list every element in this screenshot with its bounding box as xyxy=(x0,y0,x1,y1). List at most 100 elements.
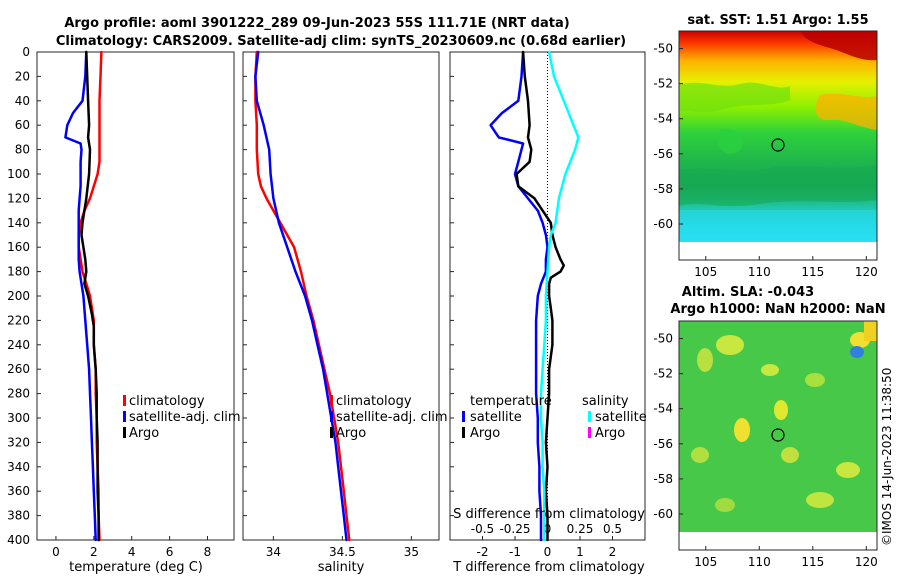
legend-label-climatology: climatology xyxy=(336,394,412,409)
map_top-lat-tick-label: -50 xyxy=(653,42,673,56)
legend-heading-salinity: salinity xyxy=(582,394,629,409)
depth-tick-label: 180 xyxy=(7,265,30,279)
differences-xtick-label: -2 xyxy=(477,545,489,559)
differences-xtick-label: 2 xyxy=(609,545,617,559)
depth-tick-label: 200 xyxy=(7,289,30,303)
legend-swatch-climatology xyxy=(330,395,333,406)
differences-xtick-label: 0 xyxy=(544,545,552,559)
temperature-xlabel: temperature (deg C) xyxy=(69,560,203,575)
argo-location-marker xyxy=(771,428,785,442)
legend-swatch-argo xyxy=(330,427,333,438)
map_bottom-lat-tick-label: -54 xyxy=(653,402,673,416)
temperature-panel-frame xyxy=(36,51,235,541)
legend-swatch-sal-argo xyxy=(588,427,591,438)
sst-map-image xyxy=(679,31,877,242)
temperature-xtick-label: 4 xyxy=(128,545,136,559)
depth-tick-label: 280 xyxy=(7,387,30,401)
map_top-lon-tick-label: 115 xyxy=(801,265,824,279)
sst-map-axes: -50 -52 -54 -56 -58 -60 105 110 115 120 xyxy=(653,42,877,279)
sla-map-title-line1: Altim. SLA: -0.043 xyxy=(682,285,814,300)
differences-top-tick-label: 0.25 xyxy=(567,522,594,536)
profile-plots: 0 2 4 6 8 34 34.5 35 -2 -1 0 1 2-0.5 -0.25 0 0.25 0.5 xyxy=(52,50,622,559)
legend-swatch-argo xyxy=(123,427,126,438)
depth-tick-label: 260 xyxy=(7,362,30,376)
difference-xlabel: T difference from climatology xyxy=(452,560,645,575)
differences-series-temperature-argo xyxy=(515,50,566,542)
legend-label-argo: Argo xyxy=(129,426,159,441)
legend-swatch-climatology xyxy=(123,395,126,406)
map_bottom-lat-tick-label: -58 xyxy=(653,472,673,486)
temperature-series-satellite-adj-clim xyxy=(64,50,97,542)
map_bottom-lat-tick-label: -52 xyxy=(653,367,673,381)
depth-axis: 0 20 40 60 80 100 120 140 160 180 200 220 240 260 280 3… xyxy=(7,45,454,547)
legend-label-climatology: climatology xyxy=(129,394,205,409)
map_bottom-lat-tick-label: -56 xyxy=(653,437,673,451)
depth-tick-label: 220 xyxy=(7,313,30,327)
legend-swatch-temp-satellite xyxy=(462,411,465,422)
map_top-lat-tick-label: -60 xyxy=(653,217,673,231)
sst-map-frame xyxy=(678,30,878,261)
argo-location-marker xyxy=(771,138,785,152)
depth-tick-label: 360 xyxy=(7,484,30,498)
sla-map-axes: -50 -52 -54 -56 -58 -60 105 110 115 120 xyxy=(653,332,877,569)
depth-tick-label: 140 xyxy=(7,216,30,230)
legend-label-argo: Argo xyxy=(336,426,366,441)
map_top-lon-tick-label: 110 xyxy=(748,265,771,279)
figure-title-line2: Climatology: CARS2009. Satellite-adj cli… xyxy=(56,34,626,49)
difference-xlabel-top: S difference from climatology xyxy=(453,507,645,522)
difference-legend-temperature: temperature satellite Argo xyxy=(462,394,552,441)
legend-label-sal-satellite: satellite xyxy=(595,410,647,425)
sla-map-frame xyxy=(678,320,878,551)
legend-swatch-temp-argo xyxy=(462,427,465,438)
salinity-legend: climatology satellite-adj. clim Argo xyxy=(330,394,448,441)
depth-tick-label: 100 xyxy=(7,167,30,181)
legend-label-satellite: satellite-adj. clim xyxy=(336,410,448,425)
sla-map-title-line2: Argo h1000: NaN h2000: NaN xyxy=(670,302,885,317)
depth-tick-label: 40 xyxy=(15,94,30,108)
salinity-xtick-label: 35 xyxy=(404,545,419,559)
sst-map-title: sat. SST: 1.51 Argo: 1.55 xyxy=(687,13,868,28)
temperature-xtick-label: 0 xyxy=(52,545,60,559)
map_top-lat-tick-label: -52 xyxy=(653,77,673,91)
legend-swatch-sal-satellite xyxy=(588,411,591,422)
differences-xtick-label: -1 xyxy=(509,545,521,559)
temperature-xtick-label: 8 xyxy=(204,545,212,559)
map_bottom-lat-tick-label: -50 xyxy=(653,332,673,346)
map_bottom-lat-tick-label: -60 xyxy=(653,507,673,521)
differences-top-tick-label: 0.5 xyxy=(603,522,622,536)
map_top-lat-tick-label: -58 xyxy=(653,182,673,196)
salinity-series-satellite-adj-clim xyxy=(254,50,348,542)
figure-title-line1: Argo profile: aoml 3901222_289 09-Jun-20… xyxy=(64,16,569,31)
differences-series-salinity-satellite xyxy=(539,50,580,542)
imos-credit: ©IMOS 14-Jun-2023 11:38:50 xyxy=(880,368,894,546)
depth-tick-label: 120 xyxy=(7,191,30,205)
differences-xtick-label: 1 xyxy=(576,545,584,559)
depth-tick-label: 380 xyxy=(7,509,30,523)
map_top-lat-tick-label: -54 xyxy=(653,112,673,126)
difference-legend-salinity: salinity satellite Argo xyxy=(582,394,647,441)
depth-tick-label: 80 xyxy=(15,143,30,157)
legend-swatch-satellite xyxy=(123,411,126,422)
depth-tick-label: 160 xyxy=(7,240,30,254)
legend-label-temp-satellite: satellite xyxy=(470,410,522,425)
depth-tick-label: 320 xyxy=(7,435,30,449)
depth-tick-label: 0 xyxy=(22,45,30,59)
temperature-series-argo xyxy=(80,50,100,542)
map_bottom-lon-tick-label: 110 xyxy=(748,555,771,569)
depth-tick-label: 340 xyxy=(7,460,30,474)
salinity-xtick-label: 34.5 xyxy=(329,545,356,559)
temperature-xtick-label: 2 xyxy=(90,545,98,559)
map_top-lat-tick-label: -56 xyxy=(653,147,673,161)
temperature-xtick-label: 6 xyxy=(166,545,174,559)
map_bottom-lon-tick-label: 115 xyxy=(801,555,824,569)
legend-label-sal-argo: Argo xyxy=(595,426,625,441)
legend-label-satellite: satellite-adj. clim xyxy=(129,410,241,425)
map_top-lon-tick-label: 105 xyxy=(694,265,717,279)
temperature-legend: climatology satellite-adj. clim Argo xyxy=(123,394,241,441)
map_top-lon-tick-label: 120 xyxy=(855,265,878,279)
differences-top-tick-label: -0.5 xyxy=(471,522,494,536)
salinity-series-climatology xyxy=(254,50,351,542)
depth-tick-label: 60 xyxy=(15,118,30,132)
salinity-xlabel: salinity xyxy=(318,560,365,575)
